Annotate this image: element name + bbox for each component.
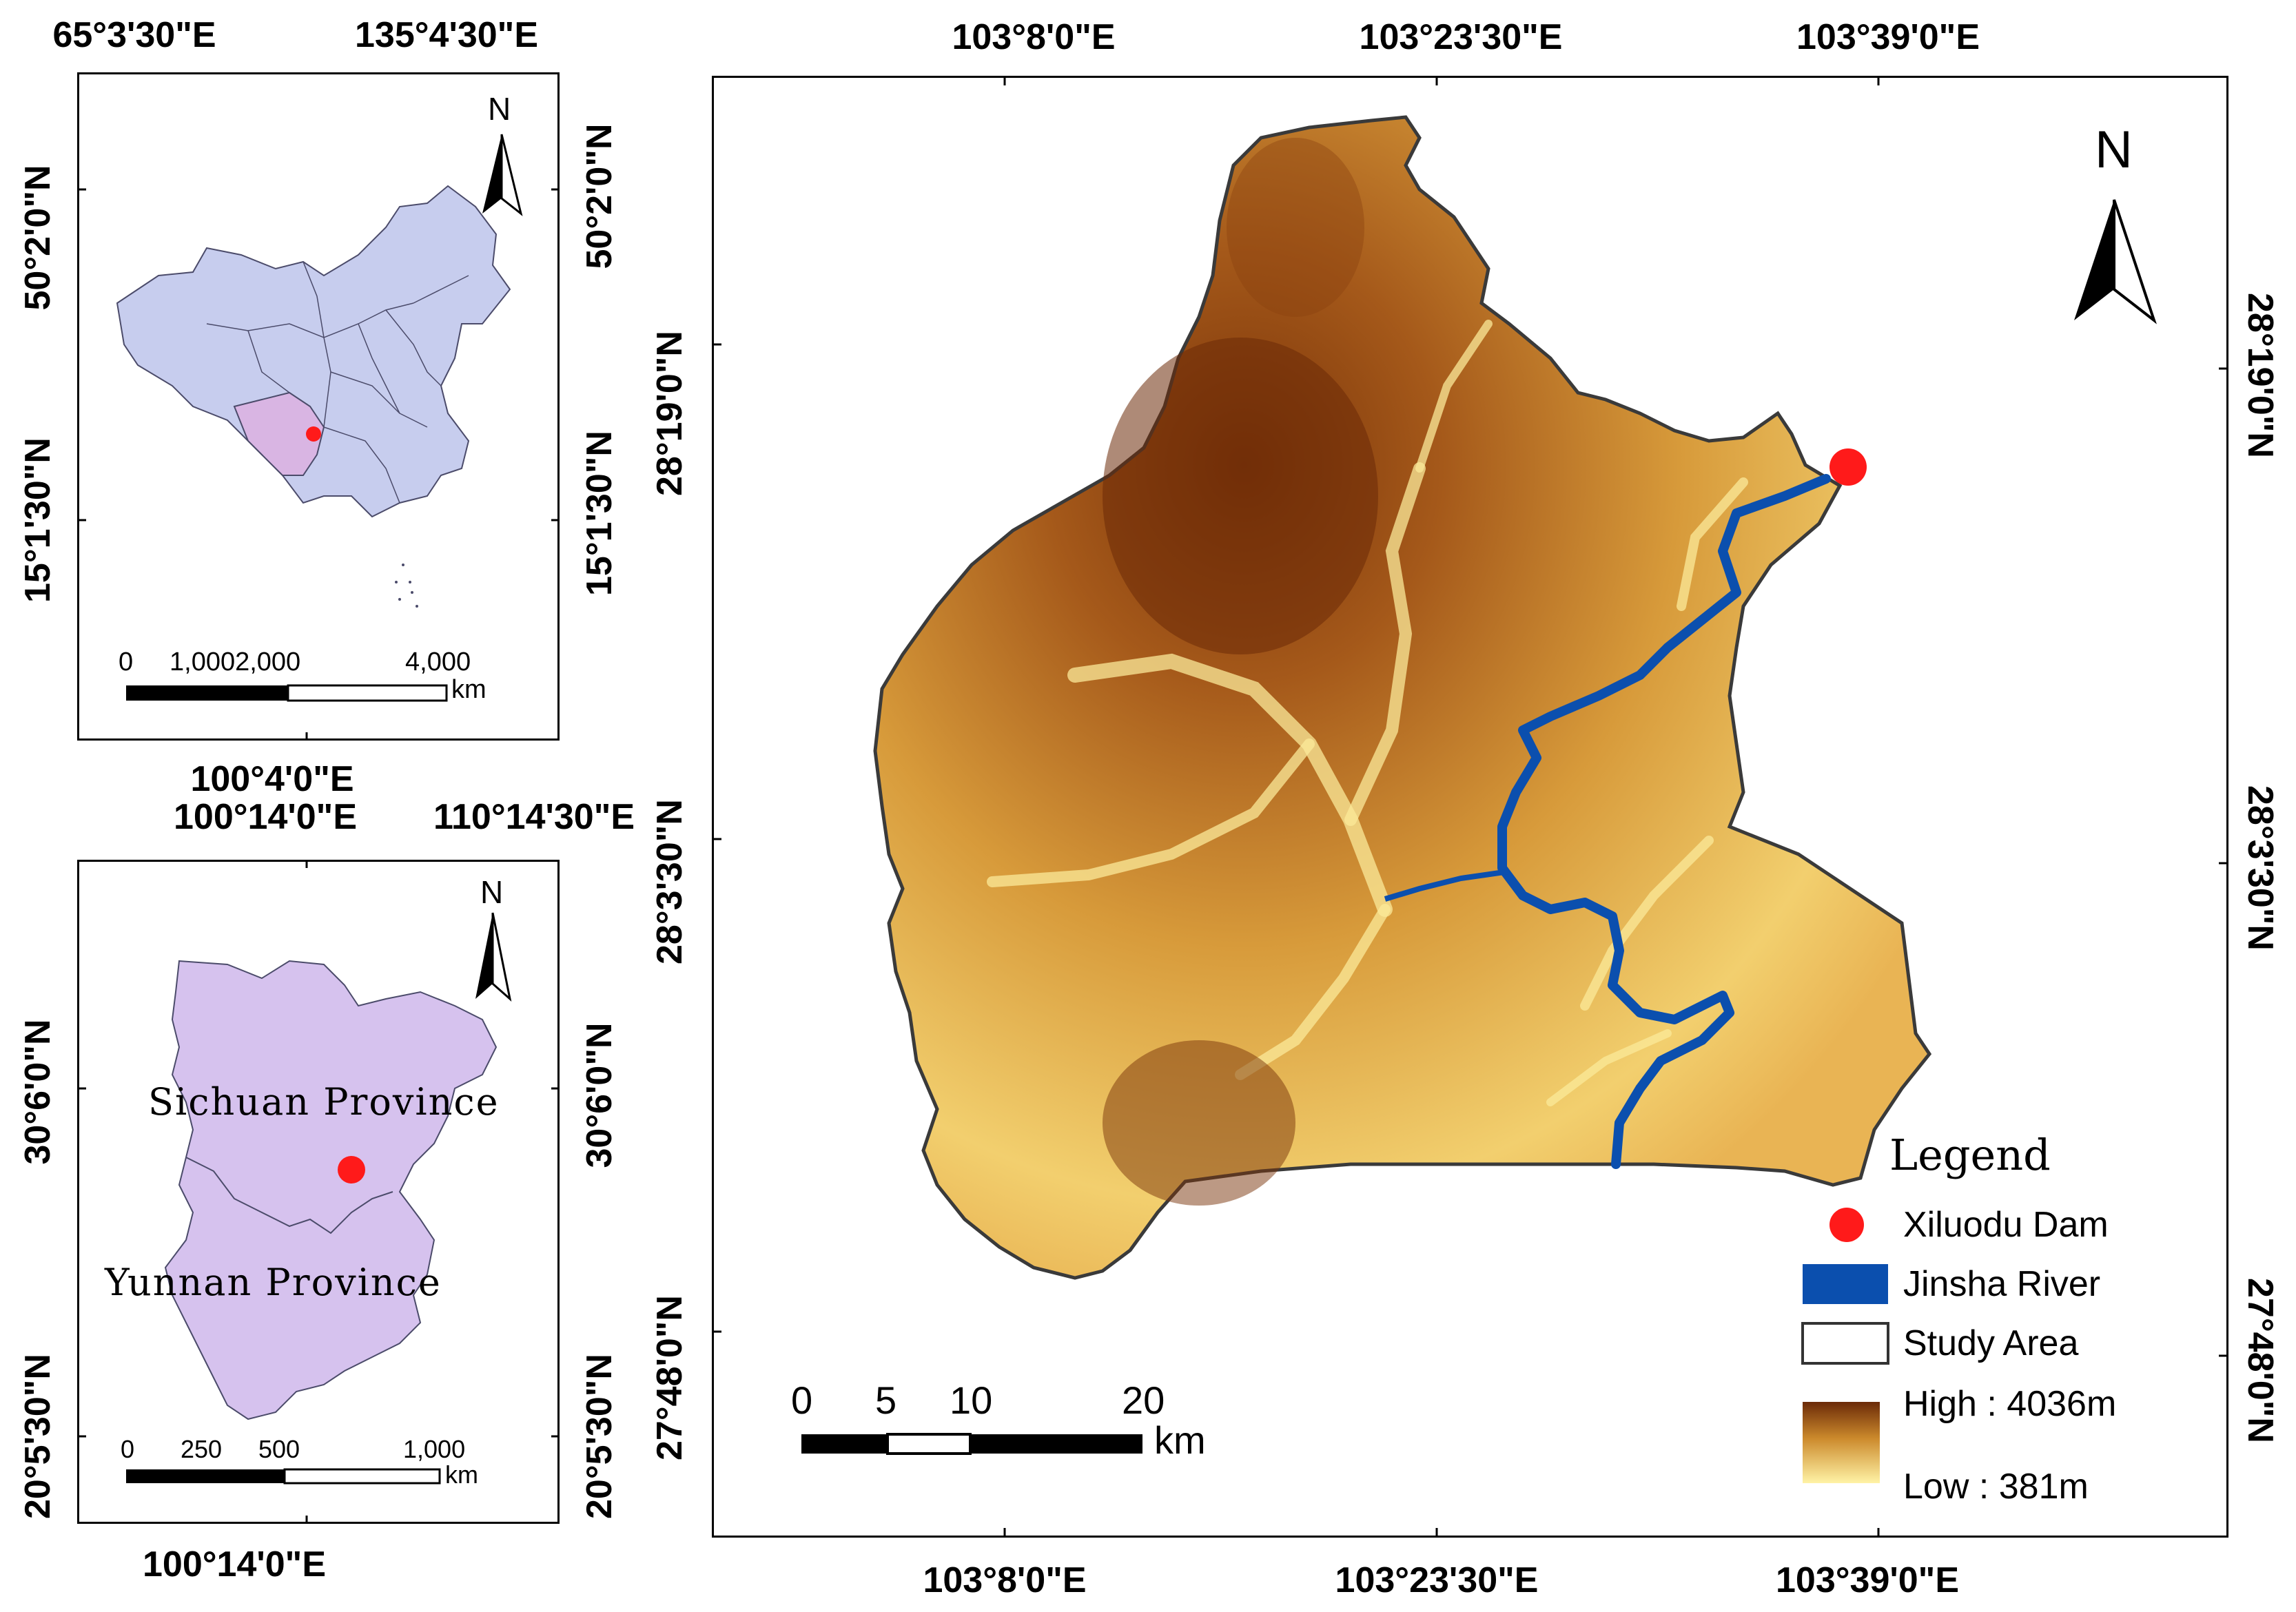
province-scale-500: 500	[258, 1435, 300, 1463]
main-right-label-1: 28°19'0"N	[2240, 293, 2280, 458]
jinsha-river-tributary	[1384, 869, 1510, 902]
province-map	[77, 860, 560, 1524]
legend-low-label: Low : 381m	[1903, 1467, 2089, 1507]
sichuan-yunnan-border	[185, 1157, 393, 1234]
main-top-label-3: 103°39'0"E	[1796, 17, 1980, 57]
province-scale-250: 250	[181, 1435, 223, 1463]
china-right-label-2: 15°1'30"N	[580, 431, 619, 596]
china-scale-mid: 1,0002,000	[170, 648, 301, 676]
china-left-label-2: 15°1'30"N	[18, 437, 58, 603]
china-scale-bar	[126, 684, 448, 702]
china-map	[77, 134, 560, 741]
legend-symbols	[1801, 1208, 1889, 1483]
china-right-label-1: 50°2'0"N	[580, 123, 619, 269]
main-north-letter: N	[2095, 121, 2133, 179]
legend-river-label: Jinsha River	[1903, 1264, 2101, 1304]
jinsha-river	[1497, 474, 1831, 1169]
legend-title: Legend	[1889, 1130, 2051, 1180]
yunnan-label: Yunnan Province	[105, 1261, 442, 1304]
china-scale-unit: km	[451, 675, 486, 704]
legend-high-label: High : 4036m	[1903, 1384, 2117, 1424]
main-bottom-label-3: 103°39'0"E	[1775, 1560, 1960, 1600]
province-left-label-2: 20°5'30"N	[18, 1354, 58, 1519]
main-scale-0: 0	[791, 1378, 813, 1422]
province-scale-unit: km	[445, 1460, 478, 1489]
valley-network	[987, 320, 1748, 1106]
china-frame-ticks	[77, 188, 560, 741]
china-left-label-1: 50°2'0"N	[18, 165, 58, 311]
china-top-label-2: 135°4'30"E	[354, 15, 539, 55]
china-scale-max: 4,000	[405, 648, 471, 676]
main-right-label-2: 28°3'30"N	[2240, 785, 2280, 951]
main-scale-5: 5	[875, 1378, 897, 1422]
province-top-label-2: 110°14'30"E	[433, 797, 635, 837]
main-left-label-2: 28°3'30"N	[650, 799, 690, 964]
province-inset-frame	[77, 860, 560, 1524]
china-landmass	[116, 185, 511, 518]
highlighted-provinces	[233, 391, 325, 476]
legend-dam-symbol	[1829, 1208, 1864, 1242]
province-top-label-1: 100°14'0"E	[173, 797, 358, 837]
legend-study-area-symbol	[1801, 1322, 1889, 1365]
province-scale-0: 0	[121, 1435, 135, 1463]
sichuan-yunnan-landmass	[164, 960, 498, 1420]
main-scale-10: 10	[950, 1378, 993, 1422]
main-bottom-label-1: 103°8'0"E	[923, 1560, 1087, 1600]
province-dam-point	[338, 1156, 365, 1184]
main-top-label-1: 103°8'0"E	[952, 17, 1116, 57]
china-scale-0: 0	[119, 648, 134, 676]
province-scale-bar	[126, 1468, 441, 1485]
main-scale-unit: km	[1154, 1418, 1206, 1462]
main-north-arrow	[2074, 199, 2157, 324]
legend-river-symbol	[1803, 1264, 1888, 1304]
province-bottom-label: 100°14'0"E	[142, 1544, 327, 1584]
main-right-label-3: 27°48'0"N	[2240, 1278, 2280, 1443]
main-bottom-label-2: 103°23'30"E	[1335, 1560, 1539, 1600]
legend-study-area-label: Study Area	[1903, 1323, 2079, 1363]
main-top-label-2: 103°23'30"E	[1359, 17, 1563, 57]
china-bottom-label: 100°4'0"E	[190, 759, 354, 799]
province-scale-1000: 1,000	[403, 1435, 466, 1463]
legend-elevation-ramp	[1803, 1402, 1880, 1483]
xiluodu-dam-marker	[1829, 448, 1867, 486]
province-borders	[206, 261, 469, 504]
china-north-arrow	[482, 134, 523, 216]
main-left-label-1: 28°19'0"N	[650, 331, 690, 496]
province-right-label-2: 20°5'30"N	[580, 1354, 619, 1519]
main-map	[712, 76, 2228, 1538]
province-north-arrow	[475, 912, 512, 1002]
legend-dam-label: Xiluodu Dam	[1903, 1205, 2109, 1245]
main-left-label-3: 27°48'0"N	[650, 1295, 690, 1460]
province-north-letter: N	[480, 874, 504, 910]
main-scale-bar	[801, 1433, 1142, 1455]
sichuan-label: Sichuan Province	[148, 1080, 500, 1124]
province-left-label-1: 30°6'0"N	[18, 1019, 58, 1165]
china-north-letter: N	[488, 91, 511, 127]
main-map-frame	[712, 76, 2228, 1538]
main-scale-20: 20	[1122, 1378, 1165, 1422]
province-right-label-1: 30°6'0"N	[580, 1022, 619, 1168]
china-top-label-1: 65°3'30"E	[52, 15, 216, 55]
highland-shading	[1103, 138, 1378, 1206]
south-china-sea-islands	[395, 564, 418, 608]
dam-location-point	[306, 426, 321, 442]
